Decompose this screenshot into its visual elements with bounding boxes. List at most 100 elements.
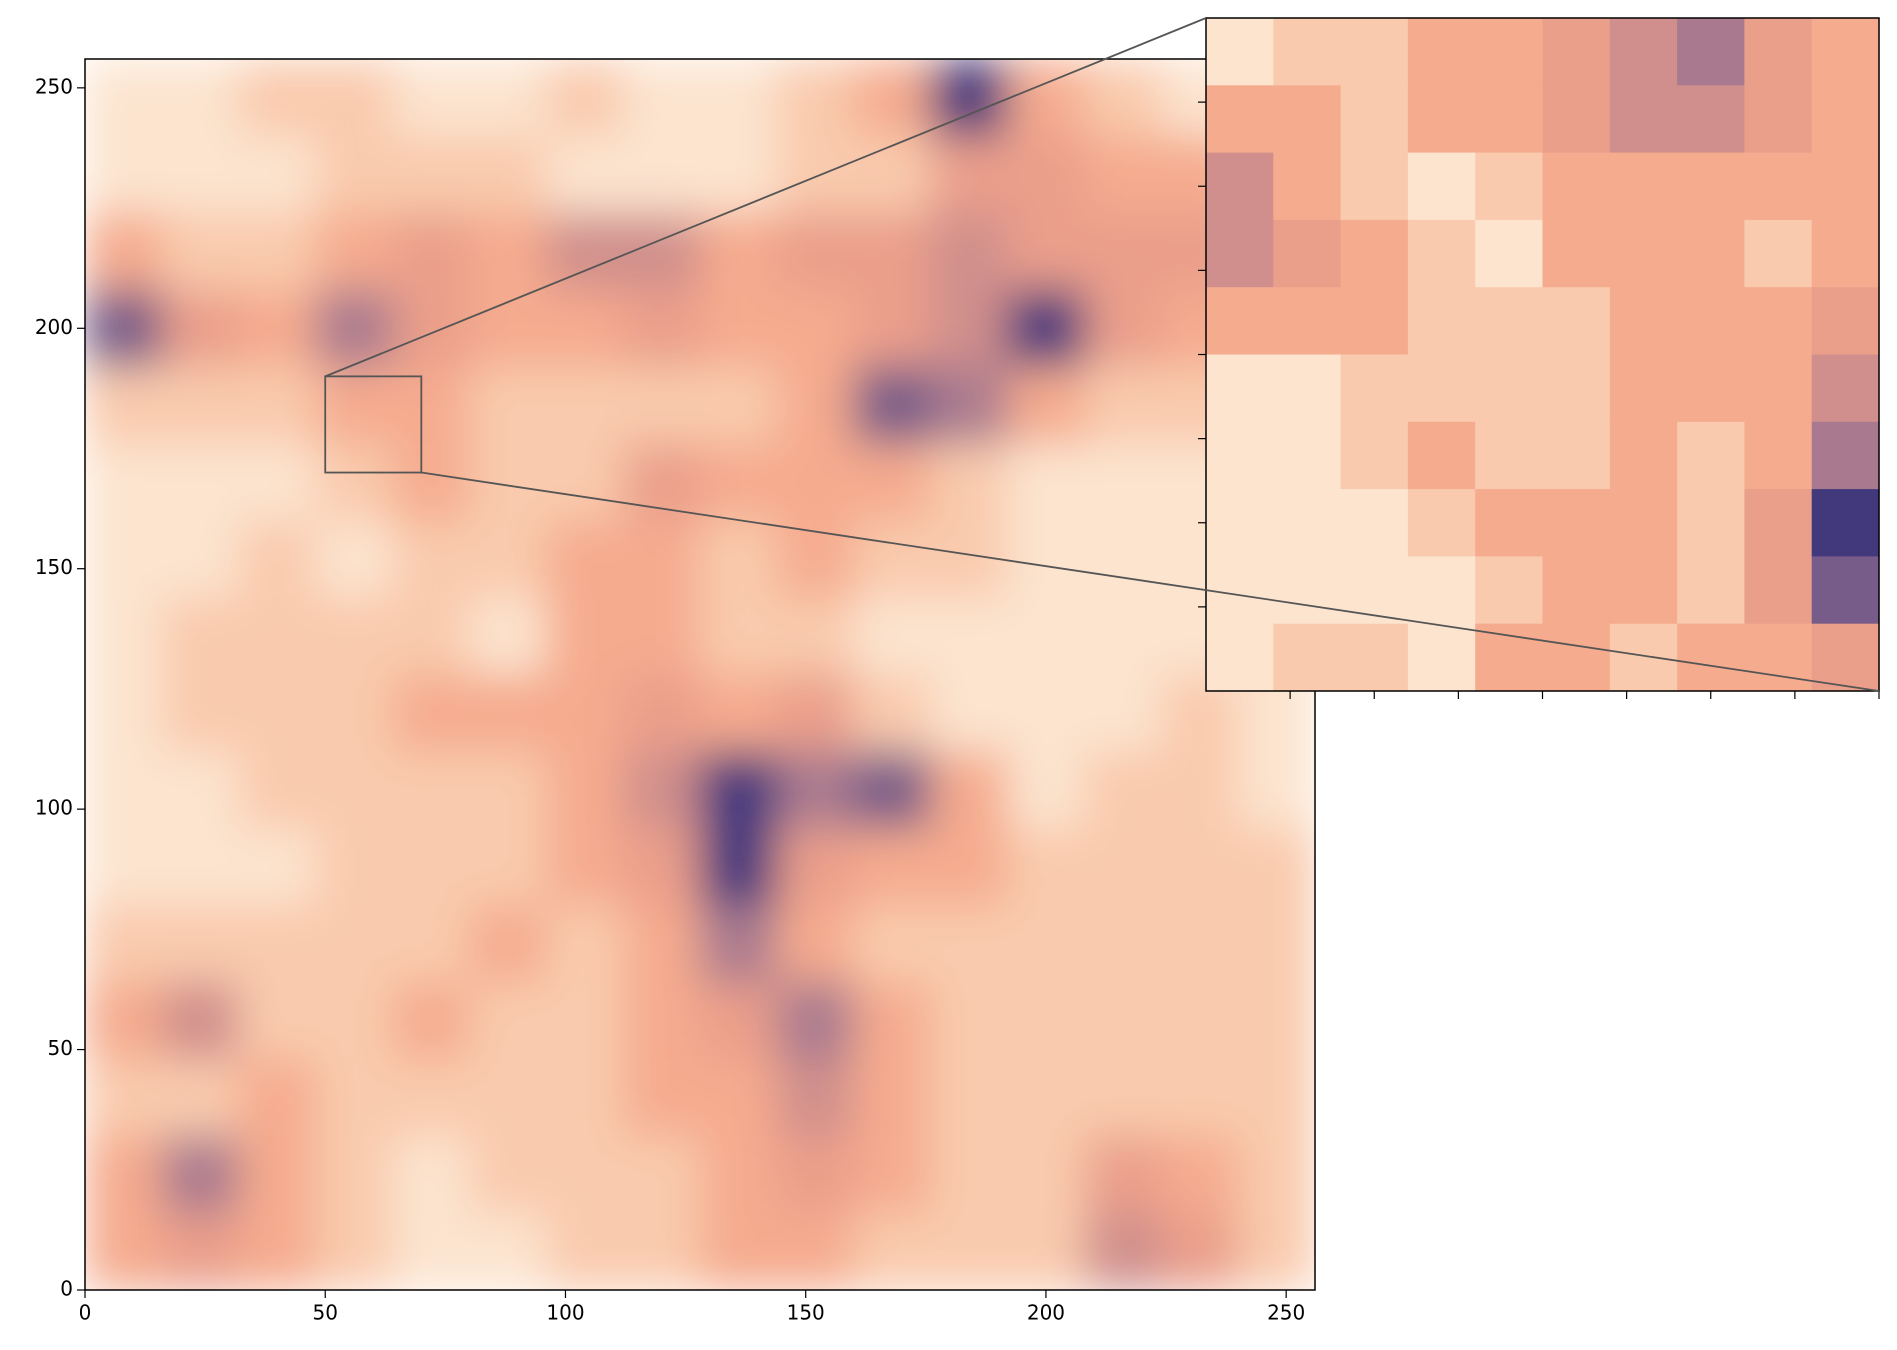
cell (1542, 556, 1611, 625)
cell (1811, 85, 1880, 154)
cell (1007, 443, 1085, 522)
cell (238, 828, 317, 906)
cell (1744, 18, 1813, 86)
cell (85, 366, 163, 445)
cell (1475, 287, 1544, 356)
zoom-connector (324, 17, 1207, 378)
cell (238, 289, 317, 368)
cell (1206, 489, 1274, 557)
cell (623, 828, 701, 906)
cell (1007, 520, 1085, 599)
cell (392, 828, 470, 906)
cell (853, 905, 932, 983)
cell (1475, 556, 1544, 625)
cell (546, 1136, 624, 1214)
cell (1084, 366, 1162, 445)
cell (1340, 421, 1409, 490)
cell (469, 212, 547, 291)
cell (1161, 1059, 1239, 1137)
cell (1407, 152, 1476, 221)
cell (469, 674, 547, 753)
cell (1206, 18, 1274, 86)
cell (85, 289, 163, 368)
y-tick-label: 50 (48, 1036, 73, 1060)
cell (1340, 556, 1409, 625)
cell (469, 443, 547, 522)
cell (930, 59, 1009, 137)
cell (1542, 85, 1611, 154)
cell (1084, 674, 1162, 753)
cell (1407, 219, 1476, 288)
cell (776, 597, 855, 676)
cell (776, 443, 855, 522)
cell (1273, 556, 1342, 625)
cell (1407, 354, 1476, 423)
cell (315, 828, 394, 906)
cell (623, 443, 701, 522)
y-tick-label: 0 (60, 1277, 73, 1301)
cell (392, 751, 470, 829)
cell (1744, 85, 1813, 154)
cell (1475, 489, 1544, 557)
cell (776, 289, 855, 368)
cell (853, 366, 932, 445)
cell (1677, 152, 1745, 221)
cell (700, 674, 778, 753)
cell (1007, 1213, 1085, 1290)
cell (161, 443, 240, 522)
cell (1084, 1136, 1162, 1214)
cell (1609, 489, 1678, 557)
cell (1542, 287, 1611, 356)
cell (930, 366, 1009, 445)
cell (623, 674, 701, 753)
cell (469, 366, 547, 445)
cell (315, 1136, 394, 1214)
cell (930, 443, 1009, 522)
cell (1744, 556, 1813, 625)
cell (1161, 982, 1239, 1060)
cell (315, 443, 394, 522)
cell (1273, 354, 1342, 423)
cell (623, 212, 701, 291)
cell (930, 828, 1009, 906)
x-tick-label: 200 (1027, 1301, 1065, 1325)
cell (85, 443, 163, 522)
cell (776, 905, 855, 983)
cell (776, 828, 855, 906)
cell (853, 289, 932, 368)
cell (1084, 520, 1162, 599)
cell (1206, 219, 1274, 288)
cell (776, 212, 855, 291)
cell (930, 751, 1009, 829)
cell (1161, 905, 1239, 983)
cell (546, 289, 624, 368)
cell (776, 59, 855, 137)
cell (546, 674, 624, 753)
cell (623, 135, 701, 214)
cell (392, 59, 470, 137)
cell (1407, 18, 1476, 86)
cell (1206, 421, 1274, 490)
cell (1161, 1213, 1239, 1290)
cell (930, 135, 1009, 214)
cell (623, 366, 701, 445)
cell (161, 366, 240, 445)
cell (85, 212, 163, 291)
cell (1007, 366, 1085, 445)
cell (930, 1213, 1009, 1290)
cell (1273, 85, 1342, 154)
cell (469, 1136, 547, 1214)
cell (853, 135, 932, 214)
cell (1475, 421, 1544, 490)
cell (1007, 828, 1085, 906)
image (85, 59, 1315, 1290)
cell (853, 751, 932, 829)
cell (1677, 556, 1745, 625)
cell (1475, 354, 1544, 423)
cell (469, 751, 547, 829)
cell (469, 1213, 547, 1290)
x-tick-label: 250 (1267, 1301, 1305, 1325)
cell (161, 212, 240, 291)
cell (392, 1059, 470, 1137)
